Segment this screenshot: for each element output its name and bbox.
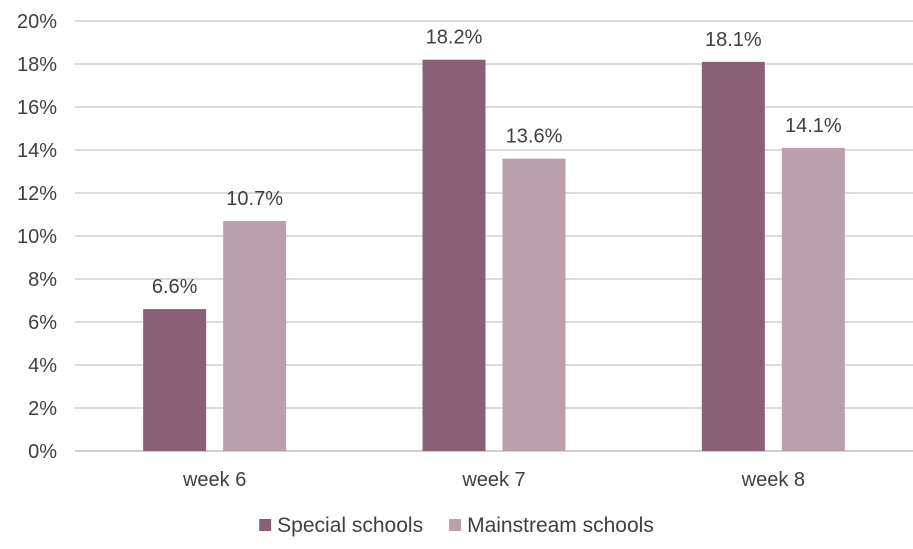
x-axis-categories: week 6 week 7 week 8 [182, 469, 805, 491]
data-label: 6.6% [152, 276, 198, 298]
x-category-label: week 6 [182, 469, 246, 491]
x-category-label: week 8 [741, 469, 805, 491]
legend-swatch [449, 519, 462, 531]
legend-swatch [259, 519, 272, 531]
legend-item: Special schools [259, 514, 423, 537]
legend: Special schools Mainstream schools [259, 514, 654, 537]
data-label: 10.7% [226, 188, 283, 210]
bar-special-3 [701, 61, 765, 451]
y-tick-label: 4% [28, 355, 57, 377]
y-tick-label: 8% [28, 269, 57, 291]
y-tick-label: 12% [17, 183, 57, 205]
bar-mainstream-2 [502, 158, 566, 451]
y-tick-label: 10% [17, 226, 57, 248]
y-tick-label: 18% [17, 54, 57, 76]
data-label: 18.1% [705, 29, 762, 51]
y-axis-ticks: 0% 2% 4% 6% 8% 10% 12% 14% 16% 18% 20% [17, 11, 57, 463]
x-category-label: week 7 [461, 469, 525, 491]
y-tick-label: 14% [17, 140, 57, 162]
data-label: 18.2% [426, 27, 483, 49]
y-tick-label: 2% [28, 398, 57, 420]
bar-special-2 [422, 59, 486, 451]
y-tick-label: 16% [17, 97, 57, 119]
bar-mainstream-1 [223, 220, 287, 451]
legend-label: Mainstream schools [467, 514, 654, 537]
bar-mainstream-3 [781, 147, 845, 451]
y-tick-label: 0% [28, 441, 57, 463]
legend-label: Special schools [277, 514, 423, 537]
legend-item: Mainstream schools [449, 514, 654, 537]
bar-special-1 [143, 309, 207, 451]
gridlines [75, 20, 913, 452]
data-labels: 6.6% 10.7% 18.2% 13.6% 18.1% 14.1% [152, 27, 842, 298]
y-tick-label: 6% [28, 312, 57, 334]
bars [143, 59, 845, 451]
data-label: 13.6% [506, 126, 563, 148]
data-label: 14.1% [785, 115, 842, 137]
y-tick-label: 20% [17, 11, 57, 33]
